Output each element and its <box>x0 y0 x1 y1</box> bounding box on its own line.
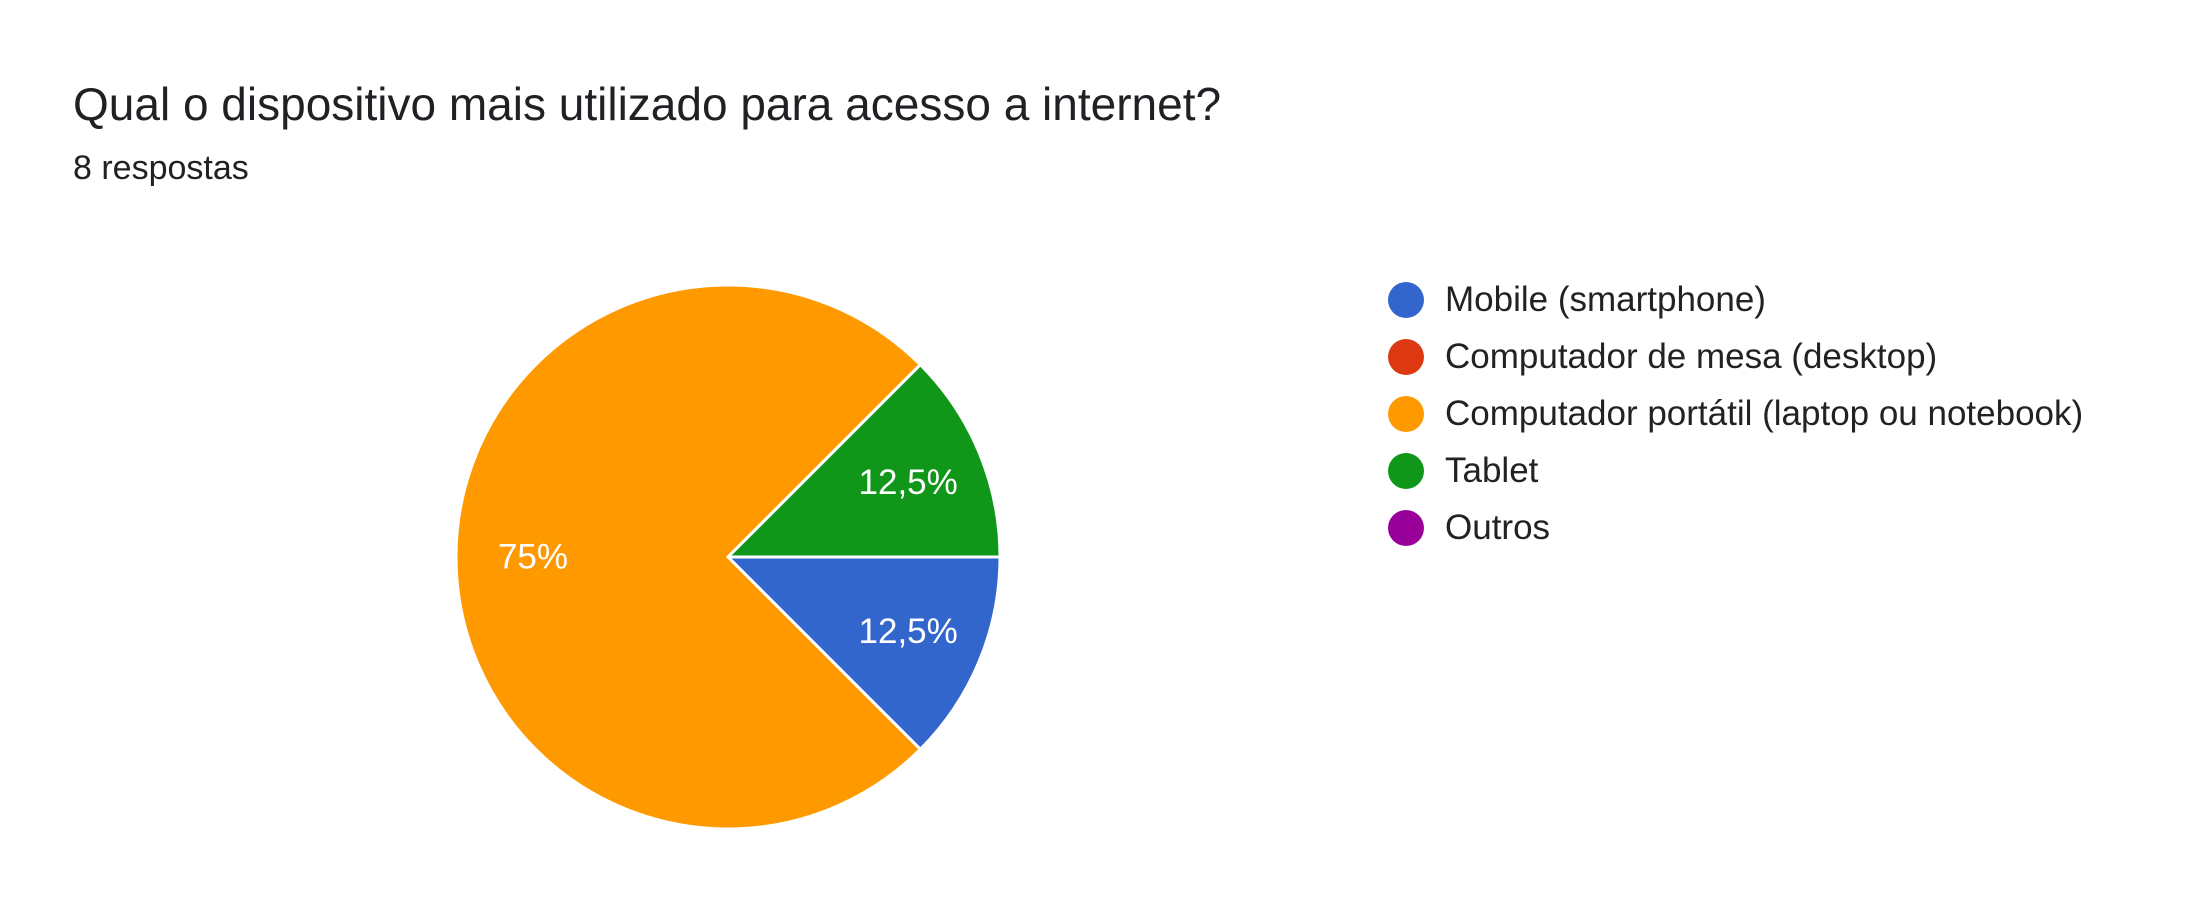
slice-label-3: 12,5% <box>859 463 958 502</box>
legend-swatch <box>1388 282 1424 318</box>
legend-item[interactable]: Tablet <box>1388 447 2108 494</box>
legend-label: Outros <box>1445 508 1551 547</box>
slice-label-0: 12,5% <box>859 612 958 651</box>
legend-swatch <box>1388 453 1424 489</box>
legend-swatch <box>1388 396 1424 432</box>
pie-slice-0[interactable] <box>726 555 1002 751</box>
pie-slice-2[interactable] <box>454 283 922 831</box>
legend-label: Computador de mesa (desktop) <box>1445 337 1938 376</box>
response-count: 8 respostas <box>73 149 249 187</box>
slice-label-2: 75% <box>498 538 568 577</box>
question-title: Qual o dispositivo mais utilizado para a… <box>73 78 1222 130</box>
legend-item[interactable]: Outros <box>1388 504 2108 551</box>
legend-swatch <box>1388 339 1424 375</box>
legend-label: Tablet <box>1445 451 1539 490</box>
legend-label: Computador portátil (laptop ou notebook) <box>1445 394 2084 433</box>
legend-item[interactable]: Mobile (smartphone) <box>1388 276 2108 323</box>
legend-item[interactable]: Computador portátil (laptop ou notebook) <box>1388 390 2108 437</box>
legend-swatch <box>1388 510 1424 546</box>
legend-item[interactable]: Computador de mesa (desktop) <box>1388 333 2108 380</box>
pie-slices <box>454 283 1002 831</box>
pie-labels: 12,5% 75% 12,5% <box>498 463 958 651</box>
pie-slice-3[interactable] <box>726 363 1002 559</box>
legend-label: Mobile (smartphone) <box>1445 280 1766 319</box>
chart-legend: Mobile (smartphone) Computador de mesa (d… <box>1388 276 2108 561</box>
